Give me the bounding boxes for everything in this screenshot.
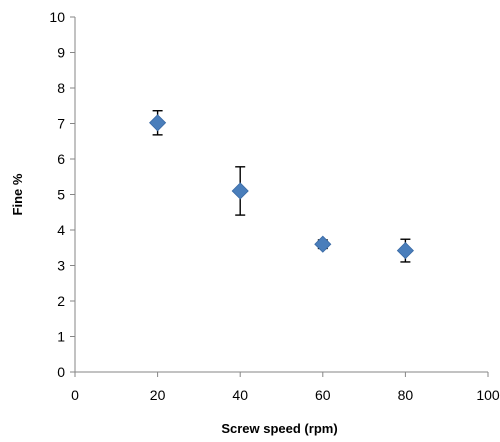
y-tick-label: 9 <box>57 45 65 61</box>
x-tick-label: 60 <box>315 387 331 403</box>
x-tick-label: 20 <box>150 387 166 403</box>
y-tick-label: 10 <box>49 9 65 25</box>
y-axis-title: Fine % <box>10 173 25 215</box>
y-tick-label: 4 <box>57 222 65 238</box>
y-tick-label: 2 <box>57 293 65 309</box>
x-tick-label: 100 <box>476 387 500 403</box>
tick-marks <box>70 16 489 377</box>
x-tick-label: 80 <box>398 387 414 403</box>
data-point <box>314 235 332 253</box>
axes <box>74 17 488 373</box>
y-tick-label: 3 <box>57 258 65 274</box>
data-points <box>149 114 414 260</box>
y-tick-label: 6 <box>57 151 65 167</box>
y-tick-label: 1 <box>57 329 65 345</box>
x-tick-label: 40 <box>232 387 248 403</box>
data-point <box>149 114 167 132</box>
x-tick-label: 0 <box>71 387 79 403</box>
error-bars <box>152 110 411 263</box>
data-point <box>396 242 414 260</box>
x-axis-title: Screw speed (rpm) <box>221 421 337 436</box>
y-tick-label: 5 <box>57 187 65 203</box>
y-tick-label: 8 <box>57 80 65 96</box>
y-tick-label: 0 <box>57 364 65 380</box>
data-point <box>231 182 249 200</box>
y-tick-label: 7 <box>57 116 65 132</box>
